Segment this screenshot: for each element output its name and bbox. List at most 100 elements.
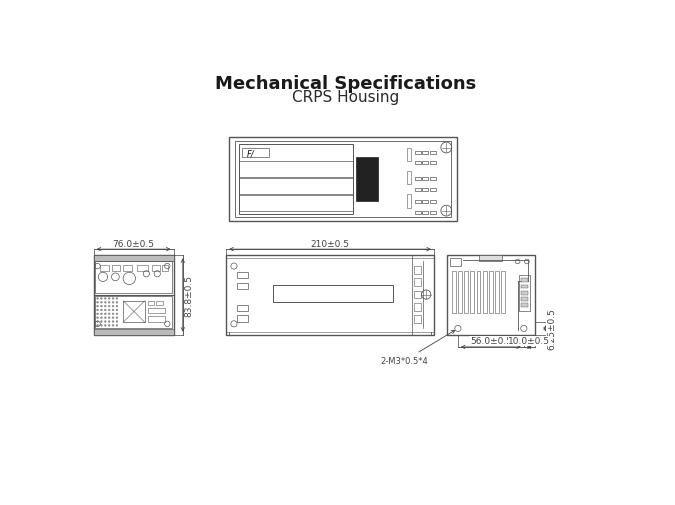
Bar	[520, 297, 529, 301]
Bar	[495, 271, 499, 314]
Bar	[94, 256, 173, 335]
Bar	[502, 271, 505, 314]
Bar	[458, 271, 462, 314]
Bar	[470, 271, 475, 314]
Circle shape	[108, 310, 110, 311]
Bar	[414, 316, 421, 323]
Circle shape	[112, 302, 114, 304]
Bar	[100, 265, 109, 271]
Bar	[148, 309, 165, 314]
Bar	[430, 188, 436, 191]
Bar	[112, 265, 120, 271]
Bar	[242, 148, 269, 158]
Circle shape	[105, 306, 106, 308]
Circle shape	[105, 317, 106, 319]
Text: CRPS Housing: CRPS Housing	[292, 90, 399, 105]
Bar	[152, 265, 159, 271]
Bar	[156, 301, 163, 306]
Bar	[123, 301, 145, 323]
Bar	[423, 200, 429, 204]
Text: 10.0±0.5: 10.0±0.5	[508, 337, 550, 346]
Bar	[519, 276, 530, 311]
Bar	[464, 271, 468, 314]
Circle shape	[97, 310, 99, 311]
Circle shape	[101, 325, 103, 327]
Circle shape	[116, 317, 118, 319]
Bar	[430, 211, 436, 214]
Bar	[237, 305, 248, 311]
Bar	[489, 271, 493, 314]
Circle shape	[116, 310, 118, 311]
Circle shape	[97, 321, 99, 323]
Bar	[430, 152, 436, 155]
Bar	[430, 200, 436, 204]
Circle shape	[101, 321, 103, 323]
Circle shape	[108, 306, 110, 308]
Bar	[414, 267, 421, 274]
Circle shape	[116, 325, 118, 327]
Bar	[414, 188, 421, 191]
Text: 56.0±0.5: 56.0±0.5	[470, 337, 512, 346]
Bar	[414, 200, 421, 204]
Bar	[414, 177, 421, 180]
Bar	[238, 162, 353, 177]
Bar	[407, 148, 412, 162]
Text: 76.0±0.5: 76.0±0.5	[113, 239, 155, 248]
Bar	[414, 304, 421, 311]
Circle shape	[97, 306, 99, 308]
Bar	[94, 256, 173, 261]
Circle shape	[105, 310, 106, 311]
Bar	[414, 152, 421, 155]
Bar	[95, 262, 172, 293]
Bar	[452, 271, 456, 314]
Bar	[423, 188, 429, 191]
Circle shape	[108, 317, 110, 319]
Text: 210±0.5: 210±0.5	[310, 239, 350, 248]
Bar	[447, 256, 535, 335]
Circle shape	[116, 306, 118, 308]
Bar	[237, 316, 248, 322]
Circle shape	[101, 298, 103, 300]
Bar	[238, 179, 353, 194]
Bar	[414, 279, 421, 286]
Circle shape	[97, 325, 99, 327]
Circle shape	[108, 321, 110, 323]
Bar	[148, 301, 154, 306]
Circle shape	[112, 325, 114, 327]
Bar	[137, 265, 148, 271]
Circle shape	[101, 306, 103, 308]
Bar	[423, 162, 429, 165]
Circle shape	[101, 313, 103, 315]
Circle shape	[112, 313, 114, 315]
Circle shape	[116, 321, 118, 323]
Text: F/: F/	[246, 149, 254, 158]
Circle shape	[112, 317, 114, 319]
Circle shape	[97, 298, 99, 300]
Bar	[483, 271, 487, 314]
Circle shape	[116, 302, 118, 304]
Circle shape	[97, 317, 99, 319]
Bar	[236, 142, 451, 217]
Bar	[423, 177, 429, 180]
Circle shape	[112, 298, 114, 300]
Bar	[94, 330, 173, 335]
Bar	[450, 259, 461, 267]
Bar	[414, 211, 421, 214]
Bar	[423, 211, 429, 214]
Circle shape	[112, 321, 114, 323]
Bar	[407, 171, 412, 185]
Circle shape	[105, 325, 106, 327]
Text: 6.25±0.5: 6.25±0.5	[547, 308, 556, 349]
Circle shape	[108, 302, 110, 304]
Circle shape	[105, 302, 106, 304]
Bar	[356, 158, 378, 202]
Circle shape	[116, 298, 118, 300]
Circle shape	[105, 298, 106, 300]
Bar	[430, 162, 436, 165]
Circle shape	[112, 306, 114, 308]
Bar	[238, 196, 353, 211]
Circle shape	[112, 310, 114, 311]
Bar	[520, 304, 529, 307]
Bar	[520, 291, 529, 295]
Bar	[430, 177, 436, 180]
